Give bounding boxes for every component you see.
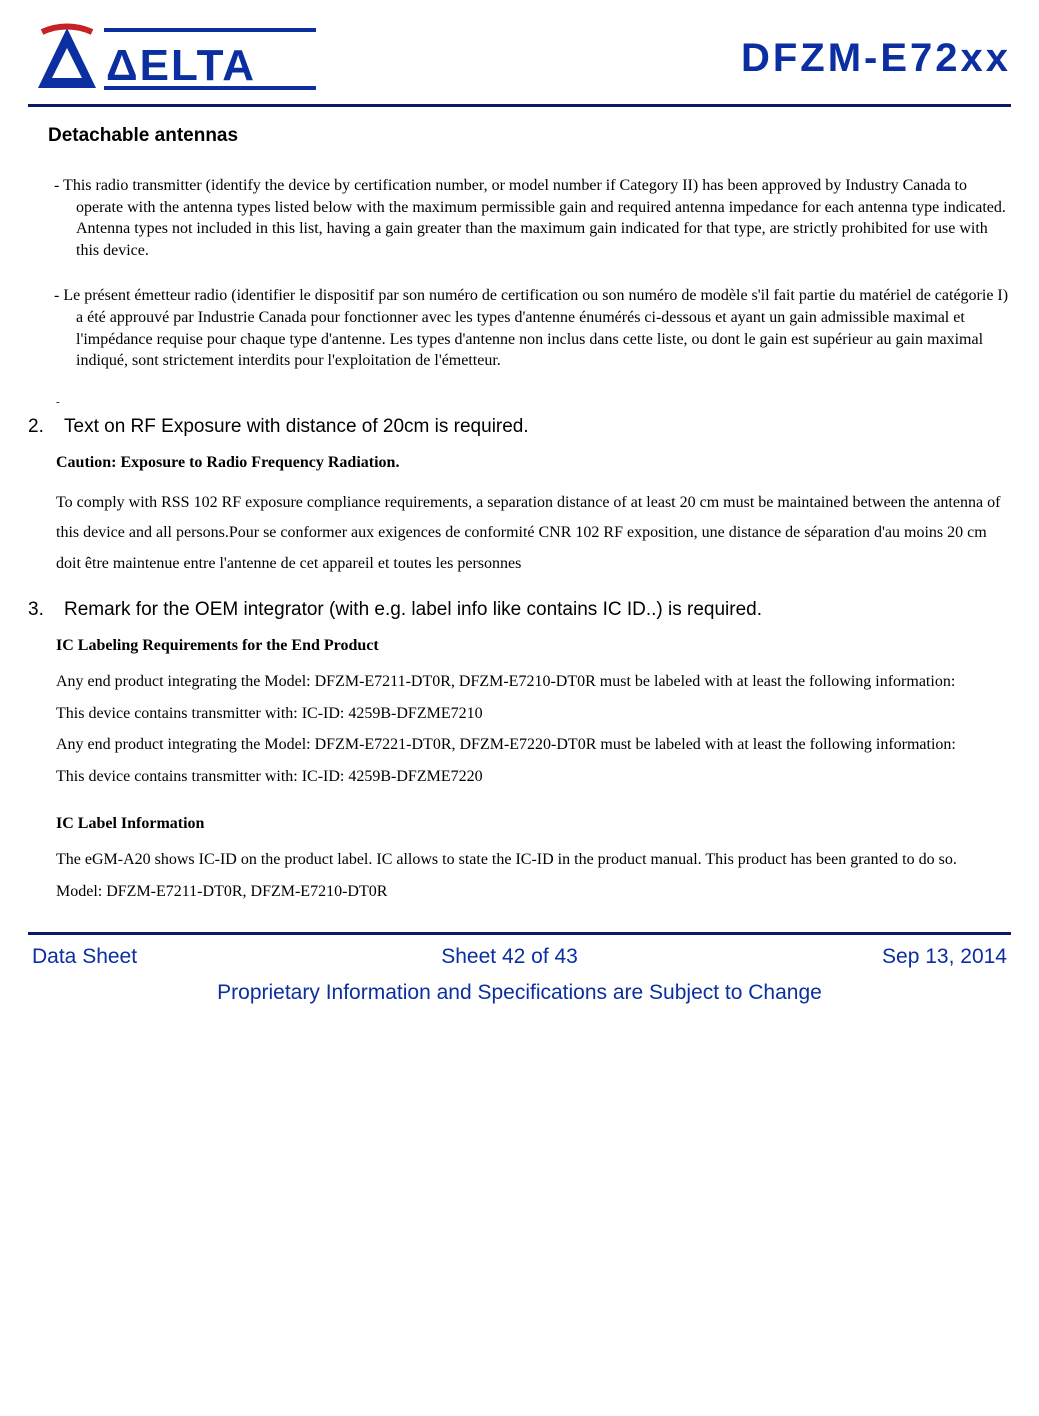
paragraph-french: - Le présent émetteur radio (identifier … xyxy=(28,285,1011,371)
item-2-number: 2. xyxy=(28,416,64,438)
paragraph-english: - This radio transmitter (identify the d… xyxy=(28,175,1011,261)
footer-right: Sep 13, 2014 xyxy=(882,945,1007,969)
footer-left: Data Sheet xyxy=(32,945,137,969)
item-3-sub2-p2: Model: DFZM-E7211-DT0R, DFZM-E7210-DT0R xyxy=(56,881,1011,903)
lone-dash: - xyxy=(56,396,1011,408)
item-3-sub1-p1: Any end product integrating the Model: D… xyxy=(56,671,1011,693)
item-3-heading-text: Remark for the OEM integrator (with e.g.… xyxy=(64,599,762,620)
footer-center: Sheet 42 of 43 xyxy=(441,945,578,969)
item-3-sub1-p2: This device contains transmitter with: I… xyxy=(56,703,1011,725)
item-3-sub1-p3: Any end product integrating the Model: D… xyxy=(56,734,1011,756)
item-2-caution: Caution: Exposure to Radio Frequency Rad… xyxy=(56,454,1011,472)
item-2-heading-text: Text on RF Exposure with distance of 20c… xyxy=(64,416,529,437)
item-2-body: To comply with RSS 102 RF exposure compl… xyxy=(56,488,1011,579)
footer-proprietary: Proprietary Information and Specificatio… xyxy=(28,977,1011,1023)
document-page: ΔELTA DFZM-E72xx Detachable antennas - T… xyxy=(0,0,1039,1043)
brand-logo: ΔELTA xyxy=(28,18,318,98)
item-3-number: 3. xyxy=(28,599,64,621)
page-header: ΔELTA DFZM-E72xx xyxy=(28,18,1011,107)
item-3-heading: 3.Remark for the OEM integrator (with e.… xyxy=(28,599,1011,621)
item-3-sub2-title: IC Label Information xyxy=(56,815,1011,833)
section-title: Detachable antennas xyxy=(48,125,1011,147)
product-code: DFZM-E72xx xyxy=(741,36,1011,81)
delta-logo-icon: ΔELTA xyxy=(28,18,318,98)
svg-text:ΔELTA: ΔELTA xyxy=(106,41,256,90)
item-3-sub2-p1: The eGM-A20 shows IC-ID on the product l… xyxy=(56,849,1011,871)
item-3-sub1-title: IC Labeling Requirements for the End Pro… xyxy=(56,637,1011,655)
footer-line: Data Sheet Sheet 42 of 43 Sep 13, 2014 xyxy=(28,935,1011,977)
item-2-heading: 2.Text on RF Exposure with distance of 2… xyxy=(28,416,1011,438)
item-3-sub1-p4: This device contains transmitter with: I… xyxy=(56,766,1011,788)
